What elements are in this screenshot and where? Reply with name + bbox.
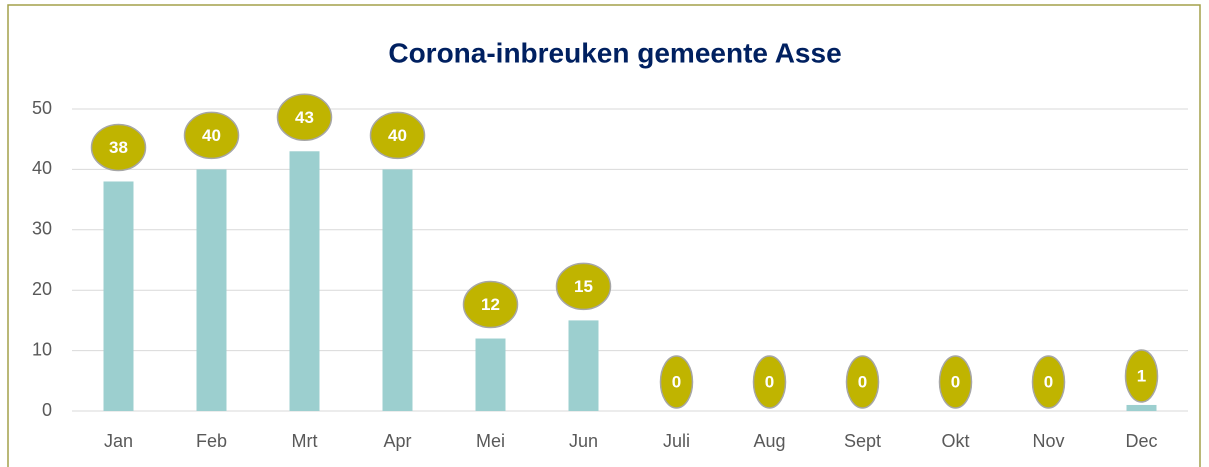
data-label-bubble [845, 355, 880, 409]
x-tick-label: Nov [1032, 431, 1064, 451]
chart-title: Corona-inbreuken gemeente Asse [388, 37, 841, 68]
data-label: 0 [858, 372, 867, 391]
bar [103, 181, 134, 411]
y-tick-label: 50 [32, 98, 52, 118]
data-label-bubble [462, 280, 519, 329]
data-label-bubble [659, 355, 694, 409]
data-label-bubble [752, 355, 787, 409]
y-tick-label: 30 [32, 219, 52, 239]
x-tick-label: Jun [569, 431, 598, 451]
data-label-bubble [369, 111, 426, 160]
bar [1126, 404, 1157, 411]
x-tick-label: Juli [663, 431, 690, 451]
x-tick-label: Mrt [292, 431, 318, 451]
data-label: 40 [202, 126, 221, 145]
bar [382, 169, 413, 411]
data-label-bubble [555, 262, 612, 311]
x-tick-label: Jan [104, 431, 133, 451]
x-tick-label: Aug [753, 431, 785, 451]
x-tick-label: Feb [196, 431, 227, 451]
y-tick-label: 20 [32, 279, 52, 299]
data-label-bubble [1124, 349, 1159, 403]
data-label: 0 [672, 372, 681, 391]
bar [568, 320, 599, 411]
x-tick-label: Apr [383, 431, 411, 451]
data-label: 1 [1137, 366, 1146, 385]
x-tick-label: Dec [1125, 431, 1157, 451]
data-label: 0 [951, 372, 960, 391]
y-tick-label: 40 [32, 158, 52, 178]
x-tick-label: Okt [941, 431, 969, 451]
bar [196, 169, 227, 411]
data-label: 0 [765, 372, 774, 391]
bar [475, 338, 506, 411]
chart-frame [7, 4, 1201, 467]
data-label-bubble [183, 111, 240, 160]
data-label: 40 [388, 126, 407, 145]
y-tick-label: 0 [42, 400, 52, 420]
data-label-bubble [90, 123, 147, 172]
data-label: 38 [109, 138, 128, 157]
y-tick-label: 10 [32, 339, 52, 359]
data-label: 12 [481, 295, 500, 314]
x-tick-label: Sept [844, 431, 881, 451]
data-label: 15 [574, 277, 593, 296]
data-label: 0 [1044, 372, 1053, 391]
data-label-bubble [938, 355, 973, 409]
data-label: 43 [295, 108, 314, 127]
data-label-bubble [276, 93, 333, 142]
bar [289, 151, 320, 411]
data-label-bubble [1031, 355, 1066, 409]
x-tick-label: Mei [476, 431, 505, 451]
